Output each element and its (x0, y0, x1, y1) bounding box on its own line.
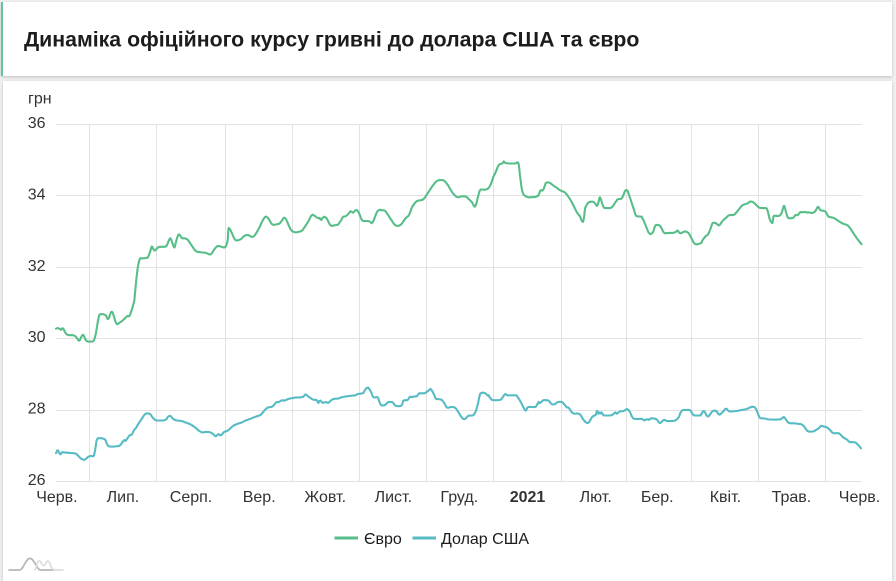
svg-text:26: 26 (28, 472, 46, 489)
svg-text:28: 28 (28, 401, 46, 418)
svg-text:Лист.: Лист. (375, 489, 412, 506)
svg-text:Черв.: Черв. (839, 489, 880, 506)
svg-text:34: 34 (28, 186, 46, 203)
svg-text:Євро: Євро (364, 531, 402, 548)
svg-text:Динаміка офіційного курсу грив: Динаміка офіційного курсу гривні до дола… (24, 28, 639, 52)
svg-text:Бер.: Бер. (641, 489, 674, 506)
svg-text:Серп.: Серп. (170, 489, 212, 506)
svg-text:Черв.: Черв. (36, 489, 77, 506)
svg-text:Груд.: Груд. (440, 489, 478, 506)
svg-text:32: 32 (28, 258, 46, 275)
svg-text:Лип.: Лип. (107, 489, 140, 506)
svg-text:Долар США: Долар США (441, 531, 529, 548)
svg-text:Трав.: Трав. (772, 489, 812, 506)
svg-text:30: 30 (28, 329, 46, 346)
svg-text:36: 36 (28, 115, 46, 132)
svg-text:Лют.: Лют. (580, 489, 612, 506)
svg-text:2021: 2021 (510, 489, 546, 506)
svg-text:грн: грн (28, 91, 52, 108)
svg-text:Жовт.: Жовт. (304, 489, 346, 506)
svg-text:Вер.: Вер. (243, 489, 276, 506)
svg-text:Квіт.: Квіт. (710, 489, 741, 506)
